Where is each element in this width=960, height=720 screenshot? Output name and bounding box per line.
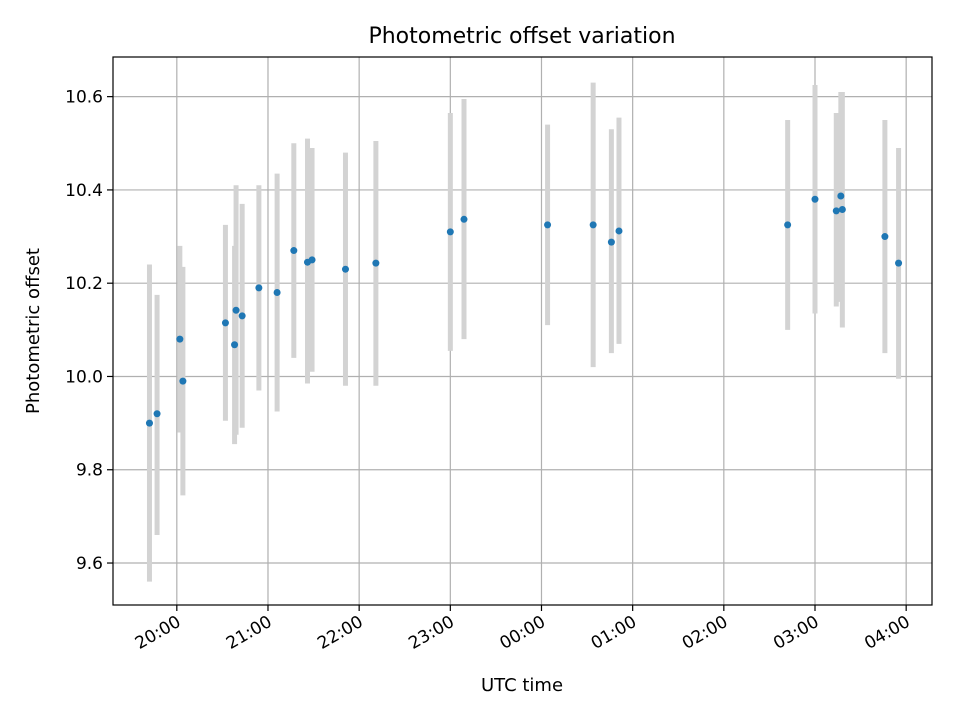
data-point	[176, 335, 184, 343]
data-point	[372, 259, 380, 267]
y-tick-label: 9.6	[76, 554, 103, 574]
data-point	[221, 319, 229, 327]
y-tick-label: 10.2	[65, 274, 103, 294]
data-point	[231, 341, 239, 349]
data-point	[290, 247, 298, 255]
y-tick-label: 10.0	[65, 367, 103, 387]
x-axis-label: UTC time	[481, 675, 563, 696]
data-point	[153, 410, 161, 418]
y-tick-label: 10.4	[65, 181, 103, 201]
data-point	[615, 227, 623, 235]
data-point	[238, 312, 246, 320]
data-point	[145, 419, 153, 427]
data-point	[460, 215, 468, 223]
data-point	[179, 377, 187, 385]
data-point	[837, 192, 845, 200]
data-point	[881, 233, 889, 241]
data-point	[895, 259, 903, 267]
data-point	[607, 238, 615, 246]
data-point	[811, 195, 819, 203]
data-point	[589, 221, 597, 229]
data-point	[273, 289, 281, 297]
data-point	[308, 256, 316, 264]
data-point	[341, 265, 349, 273]
data-points	[145, 192, 903, 427]
y-tick-label: 10.6	[65, 88, 103, 108]
data-point	[784, 221, 792, 229]
plot-frame	[112, 56, 933, 606]
data-point	[838, 206, 846, 214]
data-point	[255, 284, 263, 292]
data-point	[446, 228, 454, 236]
data-point	[832, 207, 840, 215]
y-ticks: 9.6 9.8 10.0 10.2 10.4 10.6	[65, 88, 113, 574]
data-point	[232, 306, 240, 314]
chart-title: Photometric offset variation	[368, 24, 675, 49]
data-point	[544, 221, 552, 229]
y-axis-label: Photometric offset	[23, 248, 44, 414]
y-tick-label: 9.8	[76, 461, 103, 481]
